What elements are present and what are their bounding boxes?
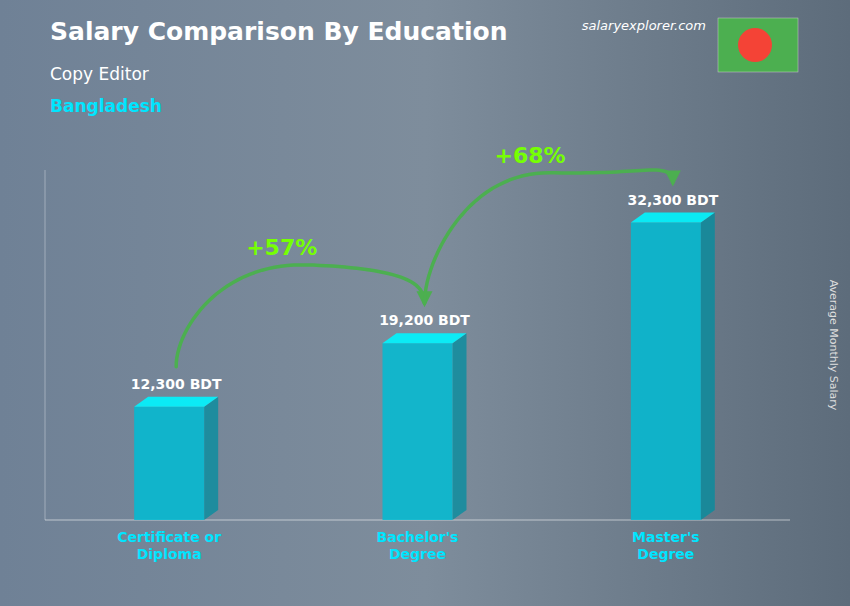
change-arc xyxy=(176,265,424,367)
flag xyxy=(718,18,798,72)
chart: 12,300 BDT 19,200 BDT 32,300 BDT Certificat… xyxy=(0,0,850,606)
x-tick-label-line: Certificate or xyxy=(117,529,221,545)
bar xyxy=(383,343,453,520)
bar xyxy=(631,223,701,521)
y-axis-line xyxy=(45,170,46,520)
background xyxy=(0,0,850,606)
subtitle: Copy Editor xyxy=(50,64,149,84)
x-tick-label-line: Degree xyxy=(637,546,694,562)
bar-top xyxy=(383,333,467,343)
bars xyxy=(134,213,715,521)
x-tick-label-line: Bachelor's xyxy=(377,529,459,545)
brand: salaryexplorer.com xyxy=(582,18,706,33)
bar-side xyxy=(204,397,218,520)
x-tick-label-line: Master's xyxy=(632,529,699,545)
change-label: +57% xyxy=(246,235,317,260)
x-tick-label-line: Diploma xyxy=(137,546,202,562)
x-tick-label: Certificate orDiploma xyxy=(117,529,221,562)
x-tick-label: Master'sDegree xyxy=(632,529,699,562)
value-label: 19,200 BDT xyxy=(379,312,470,328)
bar-top xyxy=(631,213,715,223)
bar xyxy=(134,407,204,520)
change-arrowhead xyxy=(665,171,681,187)
bar-top xyxy=(134,397,218,407)
x-tick-label-line: Degree xyxy=(389,546,446,562)
country: Bangladesh xyxy=(50,96,162,116)
value-label: 12,300 BDT xyxy=(131,376,222,392)
y-axis-label: Average Monthly Salary xyxy=(827,280,840,411)
title: Salary Comparison By Education xyxy=(50,17,507,46)
change-label: +68% xyxy=(494,143,565,168)
x-tick-label: Bachelor'sDegree xyxy=(377,529,459,562)
value-label: 32,300 BDT xyxy=(627,192,718,208)
change-arc xyxy=(425,170,673,303)
flag-circle xyxy=(738,28,772,62)
bar-side xyxy=(701,213,715,521)
bar-side xyxy=(453,333,467,520)
